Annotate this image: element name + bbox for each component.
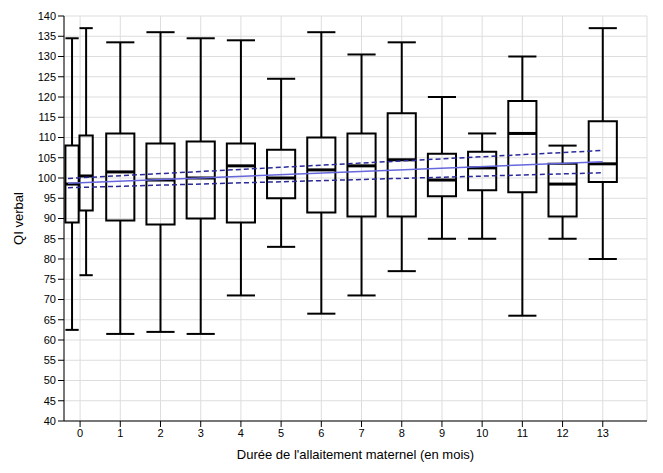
svg-text:120: 120 — [38, 91, 56, 103]
svg-text:9: 9 — [439, 427, 445, 439]
svg-text:40: 40 — [44, 415, 56, 427]
svg-text:0: 0 — [77, 427, 83, 439]
svg-text:QI verbal: QI verbal — [11, 192, 26, 245]
svg-text:85: 85 — [44, 233, 56, 245]
svg-text:90: 90 — [44, 212, 56, 224]
svg-text:65: 65 — [44, 314, 56, 326]
svg-text:100: 100 — [38, 172, 56, 184]
svg-text:95: 95 — [44, 192, 56, 204]
svg-text:80: 80 — [44, 253, 56, 265]
svg-text:45: 45 — [44, 395, 56, 407]
svg-text:60: 60 — [44, 334, 56, 346]
svg-text:105: 105 — [38, 152, 56, 164]
svg-text:13: 13 — [597, 427, 609, 439]
svg-text:110: 110 — [38, 131, 56, 143]
svg-text:Durée de l'allaitement materne: Durée de l'allaitement maternel (en mois… — [237, 447, 474, 462]
svg-text:4: 4 — [238, 427, 244, 439]
svg-text:12: 12 — [556, 427, 568, 439]
svg-text:115: 115 — [38, 111, 56, 123]
svg-text:5: 5 — [278, 427, 284, 439]
svg-text:130: 130 — [38, 50, 56, 62]
svg-text:10: 10 — [476, 427, 488, 439]
svg-text:3: 3 — [198, 427, 204, 439]
svg-text:125: 125 — [38, 71, 56, 83]
svg-text:140: 140 — [38, 10, 56, 22]
svg-text:135: 135 — [38, 30, 56, 42]
svg-text:8: 8 — [399, 427, 405, 439]
svg-text:6: 6 — [318, 427, 324, 439]
svg-text:55: 55 — [44, 354, 56, 366]
svg-text:7: 7 — [358, 427, 364, 439]
svg-text:1: 1 — [117, 427, 123, 439]
svg-text:11: 11 — [517, 427, 528, 439]
svg-text:50: 50 — [44, 374, 56, 386]
svg-text:75: 75 — [44, 273, 56, 285]
svg-text:2: 2 — [157, 427, 163, 439]
svg-text:70: 70 — [44, 293, 56, 305]
